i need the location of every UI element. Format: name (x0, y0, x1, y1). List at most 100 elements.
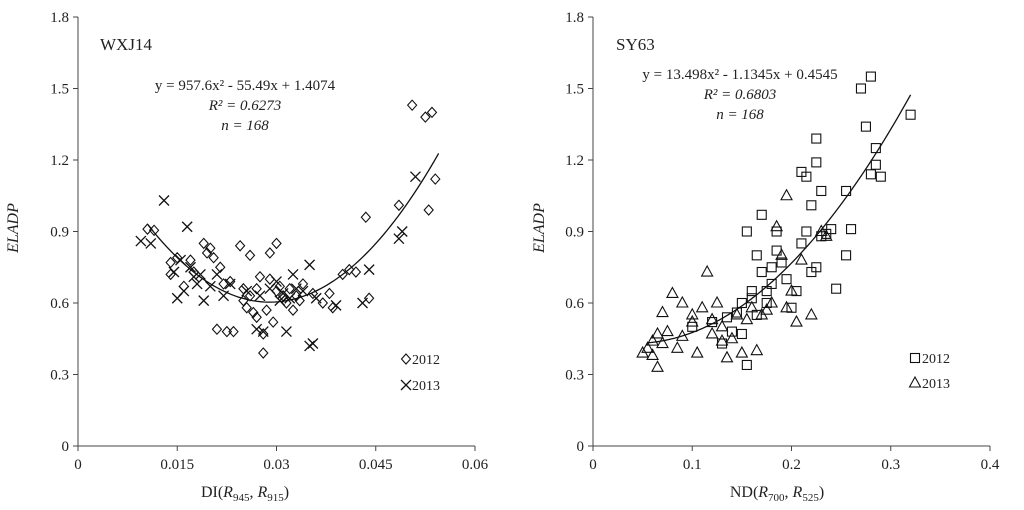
data-point-2013 (675, 295, 689, 308)
y-tick-label: 0.6 (50, 296, 69, 312)
y-axis-label-sy63: ELADP (531, 203, 548, 254)
r-squared-sy63: R² = 0.6803 (703, 87, 777, 103)
data-point-2012 (826, 224, 837, 235)
x-axis-label-part: R (792, 484, 803, 501)
data-point-2013 (685, 307, 699, 320)
data-point-2012 (771, 226, 782, 237)
data-point-2013 (310, 292, 322, 304)
data-point-2012 (393, 199, 405, 212)
data-point-2012 (806, 200, 817, 211)
data-point-2013 (780, 188, 793, 201)
data-point-2012 (816, 185, 827, 197)
data-point-2012 (224, 275, 236, 288)
n-sy63: n = 168 (716, 107, 764, 123)
data-point-2012 (360, 211, 372, 224)
data-point-2013 (814, 224, 828, 237)
x-tick-label: 0.1 (683, 457, 702, 473)
marks-wxj14 (135, 99, 441, 359)
data-point-2012 (234, 239, 246, 252)
data-point-2013 (363, 264, 375, 276)
data-point-2012 (845, 224, 857, 235)
x-tick-label: 0.045 (359, 457, 393, 473)
chart-sy63: 0 0.3 0.6 0.9 1.2 1.5 1.8 0 0.1 0.2 0.3 0.4 SY63 y … (531, 10, 1000, 504)
data-point-2013 (274, 295, 286, 307)
x-axis-label-part: ) (284, 484, 289, 501)
data-point-2013 (198, 295, 210, 307)
data-point-2013 (690, 345, 704, 358)
marks-sy63 (636, 71, 916, 372)
data-point-2013 (168, 266, 180, 278)
equation-wxj14: y = 957.6x² - 55.49x + 1.4074 (155, 78, 336, 94)
x-axis-label-wxj14: DI(R945​, R915​) (201, 484, 289, 504)
data-point-2012 (811, 133, 822, 144)
y-axis-label-wxj14: ELADP (5, 203, 22, 254)
data-point-2012 (208, 251, 219, 264)
data-point-2013 (194, 268, 206, 280)
y-tick-label: 1.5 (50, 82, 69, 98)
data-point-2012 (855, 83, 867, 94)
data-point-2012 (811, 157, 822, 168)
data-point-2013 (750, 343, 764, 356)
data-point-2013 (705, 326, 719, 339)
data-point-2013 (297, 285, 309, 297)
x-tick-label: 0 (589, 457, 597, 473)
data-point-2012 (185, 254, 196, 266)
data-point-2013 (307, 338, 319, 349)
x-tick-label: 0.03 (263, 457, 289, 473)
data-point-2012 (324, 287, 335, 300)
data-point-2013 (135, 235, 147, 247)
data-point-2012 (267, 316, 279, 328)
data-point-2013 (191, 278, 203, 290)
data-point-2013 (287, 268, 299, 280)
data-point-2012 (801, 226, 812, 237)
data-point-2012 (258, 347, 269, 359)
data-point-2012 (776, 257, 787, 268)
x-tick-label: 0.06 (462, 457, 489, 473)
data-point-2012 (875, 171, 886, 182)
data-point-2013 (393, 233, 405, 245)
y-tick-label: 1.8 (565, 10, 584, 26)
data-point-2012 (721, 312, 733, 323)
data-point-2012 (741, 226, 752, 237)
y-tick-label: 1.2 (565, 153, 584, 169)
x-axis-label-part: ) (819, 484, 824, 501)
data-point-2013 (770, 219, 784, 232)
data-point-2012 (420, 111, 431, 123)
data-point-2013 (651, 360, 664, 372)
x-axis-label-subscript: 945 (233, 492, 250, 504)
data-point-2013 (790, 314, 803, 327)
data-point-2013 (720, 350, 734, 363)
data-point-2012 (796, 238, 807, 249)
data-point-2013 (730, 307, 744, 320)
data-point-2012 (751, 250, 762, 261)
data-point-2012 (746, 286, 757, 297)
data-point-2012 (841, 250, 852, 261)
data-point-2012 (781, 274, 792, 285)
data-point-2013 (357, 297, 368, 309)
legend-marker-2012 (909, 352, 921, 364)
data-point-2012 (198, 237, 209, 250)
data-point-2012 (726, 326, 738, 337)
x-tick-label: 0.015 (160, 457, 194, 473)
data-point-2013 (700, 264, 714, 277)
data-point-2013 (304, 259, 316, 271)
data-point-2012 (801, 171, 812, 182)
chart-wxj14: 0 0.3 0.6 0.9 1.2 1.5 1.8 0 0.015 0.03 0.045 0.06 W… (5, 10, 489, 504)
data-point-2013 (656, 305, 669, 318)
data-point-2013 (685, 314, 699, 327)
data-point-2013 (280, 326, 292, 338)
trendline-wxj14 (146, 153, 440, 303)
data-point-2012 (430, 173, 441, 185)
data-point-2012 (426, 106, 438, 119)
data-point-2012 (287, 304, 299, 316)
legend-label-2013-sy63: 2013 (922, 377, 950, 392)
data-point-2013 (271, 276, 282, 288)
legend-sy63: 2012 2013 (908, 352, 950, 392)
data-point-2012 (211, 323, 223, 336)
legend-wxj14: 2012 2013 (400, 353, 440, 394)
data-point-2012 (307, 287, 319, 300)
r-squared-wxj14: R² = 0.6273 (208, 98, 282, 114)
data-point-2013 (185, 261, 196, 273)
data-point-2012 (741, 359, 752, 371)
x-axis-label-part: R (222, 484, 233, 501)
